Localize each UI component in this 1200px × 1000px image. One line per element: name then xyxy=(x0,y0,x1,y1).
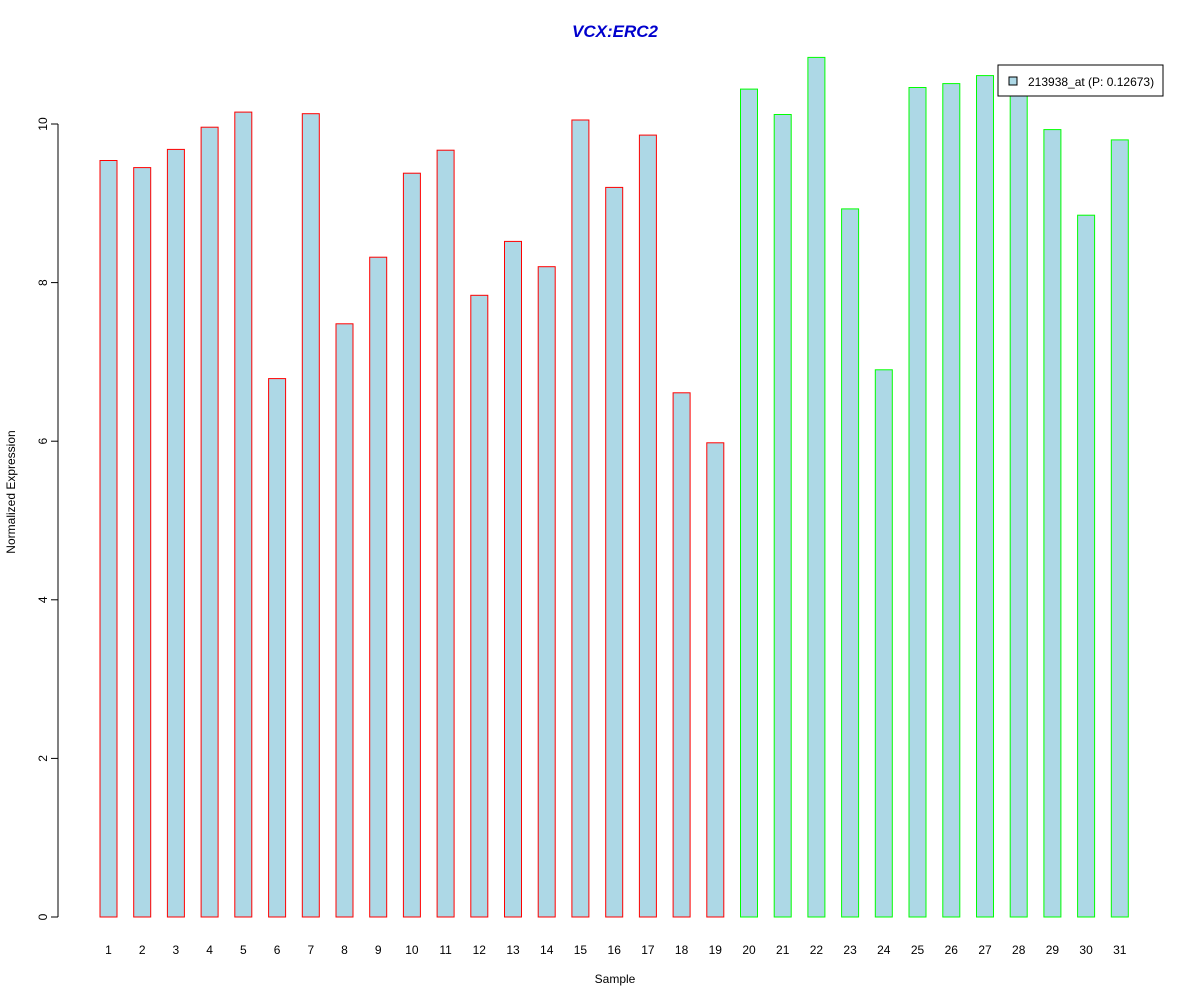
bar-sample-12 xyxy=(470,294,489,918)
bar-sample-4 xyxy=(200,126,219,918)
legend-label: 213938_at (P: 0.12673) xyxy=(1028,75,1154,89)
legend-box xyxy=(997,64,1164,97)
x-tick-label: 17 xyxy=(641,943,655,957)
bar-sample-26 xyxy=(942,83,961,918)
x-tick-label: 6 xyxy=(274,943,281,957)
bar-sample-10 xyxy=(402,172,421,918)
bar-sample-20 xyxy=(740,88,758,918)
x-tick-label: 16 xyxy=(608,943,622,957)
legend-swatch xyxy=(1008,76,1018,86)
x-tick-label: 25 xyxy=(911,943,925,957)
x-tick-label: 18 xyxy=(675,943,689,957)
chart-title: VCX:ERC2 xyxy=(572,22,659,41)
x-tick-label: 12 xyxy=(473,943,487,957)
x-tick-label: 10 xyxy=(405,943,419,957)
y-tick-label: 2 xyxy=(36,755,50,762)
x-tick-label: 13 xyxy=(506,943,520,957)
x-tick-label: 1 xyxy=(105,943,112,957)
bar-sample-19 xyxy=(706,442,725,918)
bar-sample-8 xyxy=(335,323,354,918)
bar-sample-9 xyxy=(369,256,388,918)
x-tick-label: 3 xyxy=(173,943,180,957)
y-tick-label: 4 xyxy=(36,596,50,603)
x-tick-label: 15 xyxy=(574,943,588,957)
bar-sample-24 xyxy=(874,369,893,918)
x-tick-label: 24 xyxy=(877,943,891,957)
bar-sample-25 xyxy=(908,87,927,918)
x-tick-label: 19 xyxy=(709,943,723,957)
bar-group xyxy=(99,56,1129,918)
bar-sample-16 xyxy=(605,186,624,918)
x-tick-label: 30 xyxy=(1079,943,1093,957)
bar-sample-31 xyxy=(1110,139,1129,918)
y-tick-label: 0 xyxy=(36,913,50,920)
x-tick-label: 23 xyxy=(843,943,857,957)
legend: 213938_at (P: 0.12673) xyxy=(997,64,1164,97)
bar-sample-21 xyxy=(773,114,792,918)
bar-sample-1 xyxy=(99,160,118,918)
bar-sample-27 xyxy=(976,75,994,918)
bar-sample-23 xyxy=(841,208,860,918)
bar-sample-3 xyxy=(166,148,185,918)
bar-sample-30 xyxy=(1077,214,1096,918)
x-tick-label: 9 xyxy=(375,943,382,957)
y-axis-title: Normalized Expression xyxy=(4,430,18,553)
bar-sample-14 xyxy=(537,266,556,918)
x-tick-label: 27 xyxy=(978,943,992,957)
x-tick-label: 26 xyxy=(945,943,959,957)
x-tick-label: 7 xyxy=(307,943,314,957)
bar-sample-11 xyxy=(436,149,455,918)
x-tick-label: 14 xyxy=(540,943,554,957)
bar-sample-17 xyxy=(638,134,657,918)
x-tick-label: 28 xyxy=(1012,943,1026,957)
x-axis-title: Sample xyxy=(595,972,636,986)
x-tick-label: 31 xyxy=(1113,943,1127,957)
bar-sample-22 xyxy=(807,56,826,918)
bar-sample-7 xyxy=(301,113,320,918)
x-tick-label: 8 xyxy=(341,943,348,957)
bar-sample-5 xyxy=(234,111,253,918)
y-tick-label: 8 xyxy=(36,279,50,286)
x-tick-label: 5 xyxy=(240,943,247,957)
x-tick-label: 22 xyxy=(810,943,824,957)
bar-sample-6 xyxy=(268,378,287,918)
x-tick-label: 21 xyxy=(776,943,790,957)
x-tick-label: 4 xyxy=(206,943,213,957)
y-tick-label: 10 xyxy=(36,117,50,131)
bar-sample-28 xyxy=(1009,91,1028,918)
bar-sample-15 xyxy=(571,119,590,918)
bar-sample-13 xyxy=(504,240,522,918)
bar-sample-29 xyxy=(1043,129,1062,918)
bar-sample-2 xyxy=(133,167,152,918)
y-axis: 0 2 4 6 8 10 xyxy=(36,117,59,920)
x-tick-label: 20 xyxy=(742,943,756,957)
bar-sample-18 xyxy=(672,392,691,918)
x-tick-label: 29 xyxy=(1046,943,1060,957)
x-tick-label: 2 xyxy=(139,943,146,957)
x-tick-labels: 1 2 3 4 5 6 7 8 9 10 11 12 13 14 15 16 17 18 19 20 21 22 23 24 2… xyxy=(105,943,1127,957)
x-tick-label: 11 xyxy=(439,943,452,957)
y-tick-label: 6 xyxy=(36,438,50,445)
